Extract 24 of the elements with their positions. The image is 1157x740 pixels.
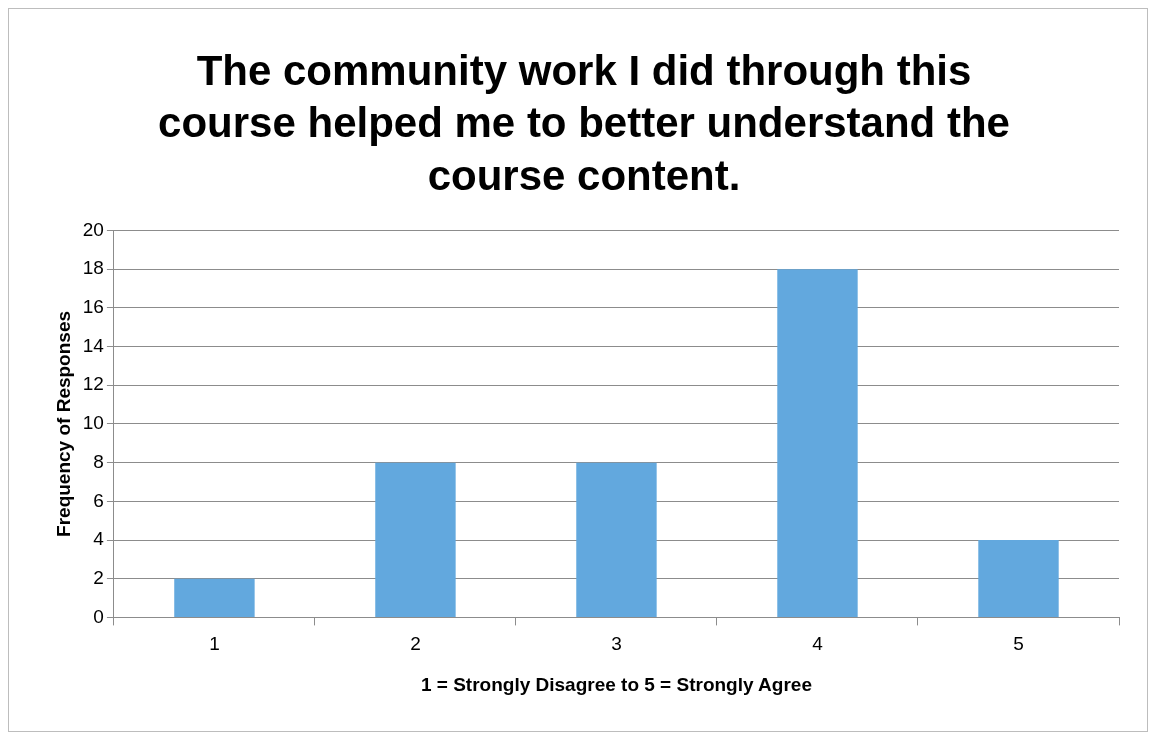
- bar: [576, 462, 657, 617]
- y-tick-label: 18: [82, 257, 104, 279]
- bar: [375, 462, 456, 617]
- bar: [777, 269, 858, 617]
- chart-title: The community work I did through this course helped me to better understand the course content.: [158, 46, 1010, 199]
- y-tick-label: 4: [93, 528, 105, 550]
- x-tick-label: 5: [1013, 633, 1024, 655]
- y-tick-label: 6: [93, 489, 104, 511]
- bar: [174, 578, 255, 617]
- y-tick-label: 16: [82, 296, 104, 318]
- x-tick-label: 2: [410, 633, 421, 655]
- y-tick-label: 0: [93, 605, 104, 627]
- bar: [978, 540, 1059, 617]
- y-tick-label: 8: [93, 450, 104, 472]
- x-tick-label: 1: [209, 633, 220, 655]
- x-tick-label: 4: [812, 633, 824, 655]
- y-axis-title: Frequency of Responses: [52, 310, 74, 537]
- y-tick-label: 2: [93, 566, 104, 588]
- y-tick-label: 14: [82, 334, 105, 356]
- y-tick-label: 12: [82, 373, 104, 395]
- y-tick-label: 20: [82, 218, 104, 240]
- x-tick-label: 3: [611, 633, 622, 655]
- x-axis-title: 1 = Strongly Disagree to 5 = Strongly Agree: [420, 673, 812, 695]
- y-tick-label: 10: [82, 412, 104, 434]
